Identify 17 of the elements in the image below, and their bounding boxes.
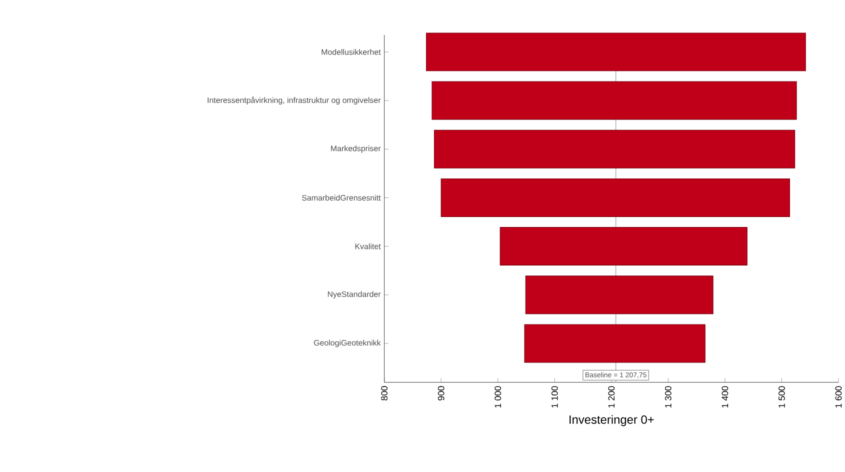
x-tick-label: 1 400	[722, 386, 728, 408]
bar	[426, 32, 806, 72]
bar	[432, 81, 797, 120]
bar	[525, 276, 714, 314]
bar	[440, 178, 790, 217]
x-tick-label: 800	[381, 386, 388, 400]
x-tick-label: 1 300	[665, 386, 672, 408]
x-tick-label: 1 200	[608, 386, 615, 408]
x-axis-title: Investeringer 0+	[570, 414, 654, 426]
bar	[434, 130, 796, 168]
x-tick-label: 1 500	[778, 386, 785, 408]
bar	[500, 226, 748, 266]
x-tick-label: 1 100	[551, 386, 558, 408]
x-tick-label: 900	[438, 386, 444, 400]
x-tick-label: 1 600	[835, 386, 842, 408]
bar	[524, 324, 706, 363]
x-tick-label: 1 000	[494, 386, 502, 408]
